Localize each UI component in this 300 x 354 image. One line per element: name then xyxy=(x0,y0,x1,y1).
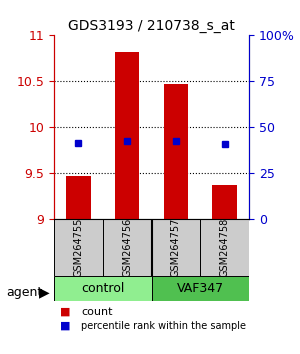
Text: count: count xyxy=(81,307,112,316)
Text: GSM264757: GSM264757 xyxy=(171,218,181,278)
Title: GDS3193 / 210738_s_at: GDS3193 / 210738_s_at xyxy=(68,19,235,33)
FancyBboxPatch shape xyxy=(152,219,200,276)
Text: GSM264756: GSM264756 xyxy=(122,218,132,278)
Bar xyxy=(66,176,91,219)
FancyBboxPatch shape xyxy=(200,219,249,276)
Text: GSM264758: GSM264758 xyxy=(220,218,230,278)
FancyBboxPatch shape xyxy=(54,219,103,276)
FancyBboxPatch shape xyxy=(152,276,249,301)
Bar xyxy=(164,84,188,219)
FancyBboxPatch shape xyxy=(103,219,152,276)
Text: GSM264755: GSM264755 xyxy=(74,218,83,278)
Text: VAF347: VAF347 xyxy=(177,282,224,295)
Bar xyxy=(212,185,237,219)
Text: agent: agent xyxy=(6,286,42,298)
Text: control: control xyxy=(81,282,124,295)
Text: percentile rank within the sample: percentile rank within the sample xyxy=(81,321,246,331)
FancyBboxPatch shape xyxy=(54,276,152,301)
Text: ■: ■ xyxy=(60,321,70,331)
Text: ▶: ▶ xyxy=(39,285,50,299)
Bar xyxy=(115,52,139,219)
Text: ■: ■ xyxy=(60,307,70,316)
